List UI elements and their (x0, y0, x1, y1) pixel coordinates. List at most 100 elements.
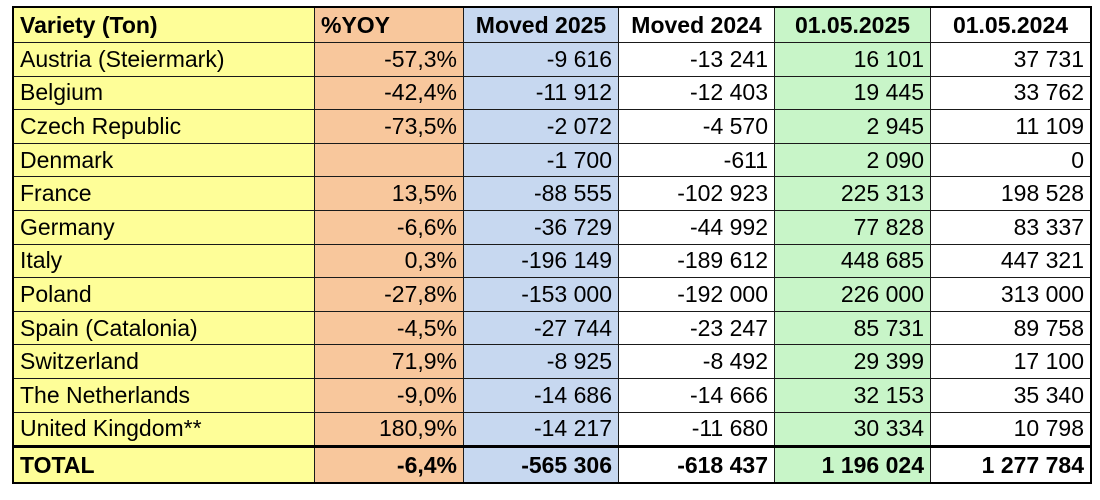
cell-stock-2024: 447 321 (930, 243, 1092, 279)
header-yoy: %YOY (314, 6, 464, 43)
header-variety: Variety (Ton) (12, 6, 315, 43)
table-row: Denmark -1 700 -611 2 090 0 (12, 142, 1092, 178)
cell-moved-2025: -153 000 (463, 277, 619, 312)
cell-stock-2025: 19 445 (774, 75, 931, 111)
cell-moved-2025: -88 555 (463, 176, 619, 211)
cell-stock-2025: 30 334 (774, 411, 931, 448)
cell-yoy: -27,8% (314, 277, 464, 312)
cell-moved-2024: -8 492 (618, 344, 775, 379)
cell-stock-2025: 16 101 (774, 42, 931, 77)
table-row: Switzerland 71,9% -8 925 -8 492 29 399 17 100 (12, 344, 1092, 379)
cell-moved-2024: -192 000 (618, 277, 775, 312)
header-stock-2024: 01.05.2024 (930, 6, 1092, 43)
cell-yoy: -73,5% (314, 109, 464, 144)
cell-moved-2024: -12 403 (618, 75, 775, 111)
header-moved-2024: Moved 2024 (618, 6, 775, 43)
cell-stock-2024: 35 340 (930, 377, 1092, 413)
cell-stock-2025: 448 685 (774, 243, 931, 279)
cell-yoy: -6,6% (314, 209, 464, 245)
cell-stock-2024: 17 100 (930, 344, 1092, 379)
cell-stock-2024: 198 528 (930, 176, 1092, 211)
cell-stock-2024: 83 337 (930, 209, 1092, 245)
cell-stock-2024: 313 000 (930, 277, 1092, 312)
cell-stock-2025: 2 945 (774, 109, 931, 144)
cell-variety: Spain (Catalonia) (12, 310, 315, 346)
total-cell-moved-2024: -618 437 (618, 445, 775, 484)
table-row: The Netherlands -9,0% -14 686 -14 666 32 153… (12, 377, 1092, 413)
cell-yoy: 71,9% (314, 344, 464, 379)
cell-moved-2024: -189 612 (618, 243, 775, 279)
cell-variety: The Netherlands (12, 377, 315, 413)
table-row: Belgium -42,4% -11 912 -12 403 19 445 33 762 (12, 75, 1092, 111)
cell-yoy: -42,4% (314, 75, 464, 111)
cell-moved-2024: -23 247 (618, 310, 775, 346)
cell-moved-2025: -14 217 (463, 411, 619, 448)
cell-variety: Germany (12, 209, 315, 245)
cell-stock-2024: 37 731 (930, 42, 1092, 77)
cell-moved-2024: -13 241 (618, 42, 775, 77)
cell-stock-2025: 29 399 (774, 344, 931, 379)
cell-moved-2024: -11 680 (618, 411, 775, 448)
table-row: Czech Republic -73,5% -2 072 -4 570 2 945 11 … (12, 109, 1092, 144)
cell-stock-2024: 10 798 (930, 411, 1092, 448)
table-row: United Kingdom** 180,9% -14 217 -11 680 30 3… (12, 411, 1092, 448)
cell-stock-2025: 225 313 (774, 176, 931, 211)
cell-yoy: -57,3% (314, 42, 464, 77)
total-cell-moved-2025: -565 306 (463, 445, 619, 484)
header-moved-2025: Moved 2025 (463, 6, 619, 43)
cell-moved-2025: -2 072 (463, 109, 619, 144)
cell-moved-2024: -44 992 (618, 209, 775, 245)
cell-stock-2025: 85 731 (774, 310, 931, 346)
total-cell-variety: TOTAL (12, 445, 315, 484)
cell-stock-2025: 226 000 (774, 277, 931, 312)
cell-variety: France (12, 176, 315, 211)
cell-moved-2025: -9 616 (463, 42, 619, 77)
cell-variety: Austria (Steiermark) (12, 42, 315, 77)
cell-yoy: -4,5% (314, 310, 464, 346)
total-cell-stock-2024: 1 277 784 (930, 445, 1092, 484)
cell-stock-2025: 2 090 (774, 142, 931, 178)
total-cell-stock-2025: 1 196 024 (774, 445, 931, 484)
cell-yoy (314, 142, 464, 178)
table-row: Germany -6,6% -36 729 -44 992 77 828 83 337 (12, 209, 1092, 245)
stock-table-frame: Variety (Ton) %YOY Moved 2025 Moved 2024… (12, 6, 1092, 485)
table-row: France 13,5% -88 555 -102 923 225 313 198 528 (12, 176, 1092, 211)
cell-yoy: -9,0% (314, 377, 464, 413)
total-row: TOTAL -6,4% -565 306 -618 437 1 196 024 1 277… (12, 445, 1092, 484)
total-cell-yoy: -6,4% (314, 445, 464, 484)
cell-moved-2024: -611 (618, 142, 775, 178)
cell-moved-2025: -196 149 (463, 243, 619, 279)
cell-moved-2025: -14 686 (463, 377, 619, 413)
cell-moved-2025: -27 744 (463, 310, 619, 346)
cell-variety: Belgium (12, 75, 315, 111)
cell-variety: Czech Republic (12, 109, 315, 144)
cell-stock-2024: 33 762 (930, 75, 1092, 111)
cell-yoy: 0,3% (314, 243, 464, 279)
table-row: Italy 0,3% -196 149 -189 612 448 685 447 321 (12, 243, 1092, 279)
cell-variety: Poland (12, 277, 315, 312)
table-row: Poland -27,8% -153 000 -192 000 226 000 313 0… (12, 277, 1092, 312)
apple-stock-table: Variety (Ton) %YOY Moved 2025 Moved 2024… (12, 6, 1092, 485)
cell-variety: Switzerland (12, 344, 315, 379)
table-row: Austria (Steiermark) -57,3% -9 616 -13 241 1… (12, 42, 1092, 77)
cell-moved-2024: -102 923 (618, 176, 775, 211)
cell-variety: Denmark (12, 142, 315, 178)
cell-yoy: 180,9% (314, 411, 464, 448)
header-row: Variety (Ton) %YOY Moved 2025 Moved 2024… (12, 6, 1092, 43)
cell-moved-2025: -8 925 (463, 344, 619, 379)
table-row: Spain (Catalonia) -4,5% -27 744 -23 247 85 7… (12, 310, 1092, 346)
cell-stock-2024: 89 758 (930, 310, 1092, 346)
cell-stock-2024: 0 (930, 142, 1092, 178)
cell-moved-2025: -11 912 (463, 75, 619, 111)
cell-stock-2024: 11 109 (930, 109, 1092, 144)
cell-variety: United Kingdom** (12, 411, 315, 448)
cell-moved-2025: -36 729 (463, 209, 619, 245)
cell-moved-2024: -14 666 (618, 377, 775, 413)
cell-stock-2025: 77 828 (774, 209, 931, 245)
header-stock-2025: 01.05.2025 (774, 6, 931, 43)
cell-moved-2024: -4 570 (618, 109, 775, 144)
cell-yoy: 13,5% (314, 176, 464, 211)
cell-variety: Italy (12, 243, 315, 279)
cell-stock-2025: 32 153 (774, 377, 931, 413)
cell-moved-2025: -1 700 (463, 142, 619, 178)
